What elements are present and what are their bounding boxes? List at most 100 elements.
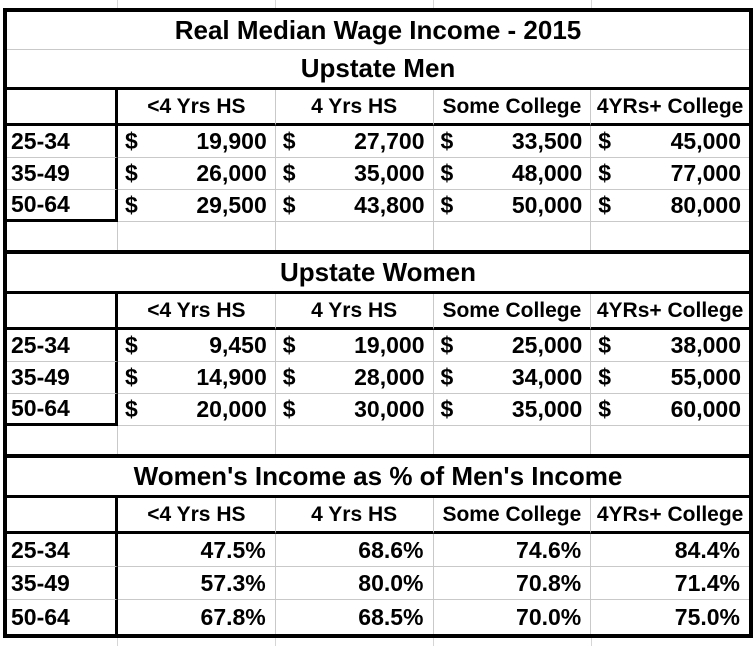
wage-cell[interactable]: $19,000 — [275, 330, 434, 362]
wage-cell[interactable]: $60,000 — [591, 394, 749, 426]
wage-cell[interactable]: $80,000 — [591, 190, 749, 222]
percent-cell[interactable]: 68.6% — [275, 534, 434, 567]
column-header[interactable]: 4YRs+ College — [591, 294, 749, 330]
row-label[interactable]: 35-49 — [7, 567, 118, 600]
dollar-sign: $ — [440, 192, 454, 218]
wage-cell[interactable]: $28,000 — [275, 362, 434, 394]
blank-corner-cell[interactable] — [7, 90, 118, 126]
wage-cell[interactable]: $55,000 — [591, 362, 749, 394]
wage-cell[interactable]: $20,000 — [118, 394, 276, 426]
percent-cell[interactable]: 80.0% — [275, 567, 434, 600]
blank-corner-cell[interactable] — [7, 294, 118, 330]
empty-cell[interactable] — [591, 222, 749, 250]
section-title-upstate-women[interactable]: Upstate Women — [7, 254, 749, 294]
wage-cell[interactable]: $77,000 — [591, 158, 749, 190]
section-title-row: Women's Income as % of Men's Income — [7, 458, 749, 498]
wage-cell[interactable]: $45,000 — [591, 126, 749, 158]
section-title-income-ratio[interactable]: Women's Income as % of Men's Income — [7, 458, 749, 498]
column-header[interactable]: 4YRs+ College — [591, 90, 749, 126]
column-header[interactable]: 4 Yrs HS — [275, 294, 434, 330]
wage-cell[interactable]: $26,000 — [118, 158, 276, 190]
row-label[interactable]: 50-64 — [7, 600, 118, 634]
wage-cell[interactable]: $43,800 — [275, 190, 434, 222]
header-row: <4 Yrs HS 4 Yrs HS Some College 4YRs+ Co… — [7, 294, 749, 330]
percent-cell[interactable]: 71.4% — [591, 567, 749, 600]
column-header[interactable]: Some College — [433, 294, 592, 330]
empty-cell[interactable] — [434, 426, 592, 454]
wage-cell[interactable]: $35,000 — [433, 394, 592, 426]
percent-cell[interactable]: 70.8% — [433, 567, 592, 600]
percent-cell[interactable]: 70.0% — [434, 600, 592, 634]
wage-value: 25,000 — [511, 332, 583, 358]
wage-value: 50,000 — [511, 192, 583, 218]
wage-cell[interactable]: $19,900 — [118, 126, 276, 158]
dollar-sign: $ — [440, 332, 454, 358]
empty-cell[interactable] — [7, 222, 118, 250]
wage-cell[interactable]: $35,000 — [275, 158, 434, 190]
wage-value: 9,450 — [209, 332, 267, 358]
empty-cell[interactable] — [7, 426, 118, 454]
row-label[interactable]: 50-64 — [7, 190, 118, 222]
empty-cell[interactable] — [591, 426, 749, 454]
section-title-upstate-men[interactable]: Upstate Men — [7, 50, 749, 90]
dollar-sign: $ — [125, 396, 138, 422]
table-title[interactable]: Real Median Wage Income - 2015 — [7, 12, 749, 50]
empty-cell[interactable] — [434, 222, 592, 250]
wage-cell[interactable]: $9,450 — [118, 330, 276, 362]
wage-cell[interactable]: $33,500 — [433, 126, 592, 158]
dollar-sign: $ — [282, 364, 296, 390]
table-row: 50-64 67.8% 68.5% 70.0% 75.0% — [7, 600, 749, 634]
wage-cell[interactable]: $50,000 — [433, 190, 592, 222]
section-upstate-men: Upstate Men <4 Yrs HS 4 Yrs HS Some Coll… — [7, 50, 749, 250]
row-label[interactable]: 25-34 — [7, 330, 118, 362]
dollar-sign: $ — [440, 396, 454, 422]
row-label[interactable]: 35-49 — [7, 158, 118, 190]
percent-cell[interactable]: 47.5% — [118, 534, 276, 567]
row-label[interactable]: 25-34 — [7, 126, 118, 158]
wage-cell[interactable]: $27,700 — [275, 126, 434, 158]
table-row: 35-49 $14,900 $28,000 $34,000 $55,000 — [7, 362, 749, 394]
table-row: 35-49 57.3% 80.0% 70.8% 71.4% — [7, 567, 749, 600]
percent-cell[interactable]: 84.4% — [591, 534, 749, 567]
percent-cell[interactable]: 74.6% — [433, 534, 592, 567]
section-income-ratio: Women's Income as % of Men's Income <4 Y… — [7, 454, 749, 634]
column-header[interactable]: <4 Yrs HS — [118, 498, 276, 534]
column-header[interactable]: <4 Yrs HS — [118, 90, 276, 126]
wage-income-table: Real Median Wage Income - 2015 Upstate M… — [3, 8, 753, 638]
row-label[interactable]: 50-64 — [7, 394, 118, 426]
wage-value: 35,000 — [511, 396, 583, 422]
column-header[interactable]: <4 Yrs HS — [118, 294, 276, 330]
empty-cell[interactable] — [276, 222, 434, 250]
column-header[interactable]: 4 Yrs HS — [275, 90, 434, 126]
wage-cell[interactable]: $34,000 — [433, 362, 592, 394]
header-row: <4 Yrs HS 4 Yrs HS Some College 4YRs+ Co… — [7, 90, 749, 126]
percent-cell[interactable]: 68.5% — [276, 600, 434, 634]
section-upstate-women: Upstate Women <4 Yrs HS 4 Yrs HS Some Co… — [7, 250, 749, 454]
percent-cell[interactable]: 67.8% — [118, 600, 276, 634]
column-header[interactable]: 4YRs+ College — [591, 498, 749, 534]
wage-value: 29,500 — [196, 192, 267, 218]
column-header[interactable]: Some College — [433, 90, 592, 126]
wage-value: 26,000 — [196, 160, 267, 186]
wage-cell[interactable]: $25,000 — [433, 330, 592, 362]
dollar-sign: $ — [598, 128, 612, 154]
row-label[interactable]: 35-49 — [7, 362, 118, 394]
wage-value: 43,800 — [354, 192, 425, 218]
wage-cell[interactable]: $48,000 — [433, 158, 592, 190]
empty-cell[interactable] — [118, 426, 276, 454]
wage-cell[interactable]: $14,900 — [118, 362, 276, 394]
blank-corner-cell[interactable] — [7, 498, 118, 534]
row-label[interactable]: 25-34 — [7, 534, 118, 567]
dollar-sign: $ — [282, 192, 296, 218]
wage-value: 20,000 — [196, 396, 267, 422]
wage-cell[interactable]: $30,000 — [275, 394, 434, 426]
percent-cell[interactable]: 57.3% — [118, 567, 276, 600]
column-header[interactable]: Some College — [433, 498, 592, 534]
wage-cell[interactable]: $29,500 — [118, 190, 276, 222]
wage-cell[interactable]: $38,000 — [591, 330, 749, 362]
percent-cell[interactable]: 75.0% — [674, 603, 740, 630]
empty-cell[interactable] — [276, 426, 434, 454]
empty-cell[interactable] — [118, 222, 276, 250]
column-header[interactable]: 4 Yrs HS — [275, 498, 434, 534]
table-title-row: Real Median Wage Income - 2015 — [7, 12, 749, 50]
